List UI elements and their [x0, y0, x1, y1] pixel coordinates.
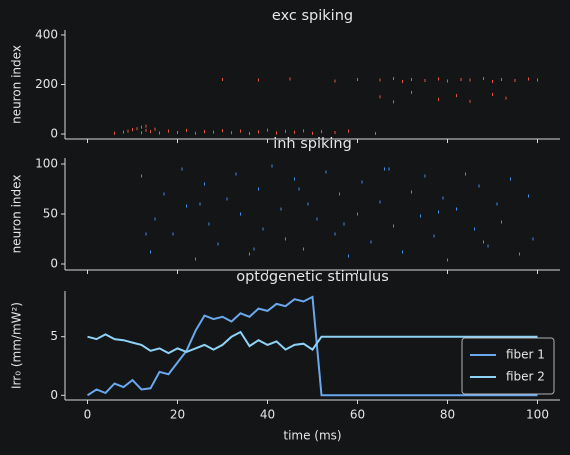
- y-tick-label: 0: [50, 127, 58, 141]
- x-tick-label: 60: [350, 408, 365, 422]
- legend-label: fiber 2: [506, 370, 545, 384]
- y-tick-label: 200: [35, 77, 58, 91]
- x-tick-label: 0: [84, 408, 92, 422]
- x-tick-label: 100: [526, 408, 549, 422]
- y-tick-label: 100: [35, 157, 58, 171]
- y-tick-label: 0: [50, 388, 58, 402]
- panel-title: exc spiking: [272, 8, 353, 24]
- series-line: [87, 330, 538, 355]
- y-tick-label: 400: [35, 27, 58, 41]
- x-axis-label: time (ms): [283, 429, 341, 443]
- y-axis-label: neuron index: [10, 175, 24, 254]
- legend-label: fiber 1: [506, 348, 545, 362]
- y-axis-label: neuron index: [10, 45, 24, 124]
- x-tick-label: 20: [170, 408, 185, 422]
- x-tick-label: 80: [440, 408, 455, 422]
- panel-title: optogenetic stimulus: [236, 269, 389, 285]
- y-tick-label: 50: [43, 207, 58, 221]
- legend: fiber 1 fiber 2: [461, 337, 555, 395]
- x-tick-label: 40: [260, 408, 275, 422]
- series-line: [86, 295, 538, 397]
- y-tick-label: 5: [50, 329, 58, 343]
- y-axis-label: Irr₀ (mm/mW²): [10, 302, 24, 389]
- y-tick-label: 0: [50, 257, 58, 271]
- panel-title: inh spiking: [273, 136, 352, 152]
- legend-frame: [461, 337, 555, 395]
